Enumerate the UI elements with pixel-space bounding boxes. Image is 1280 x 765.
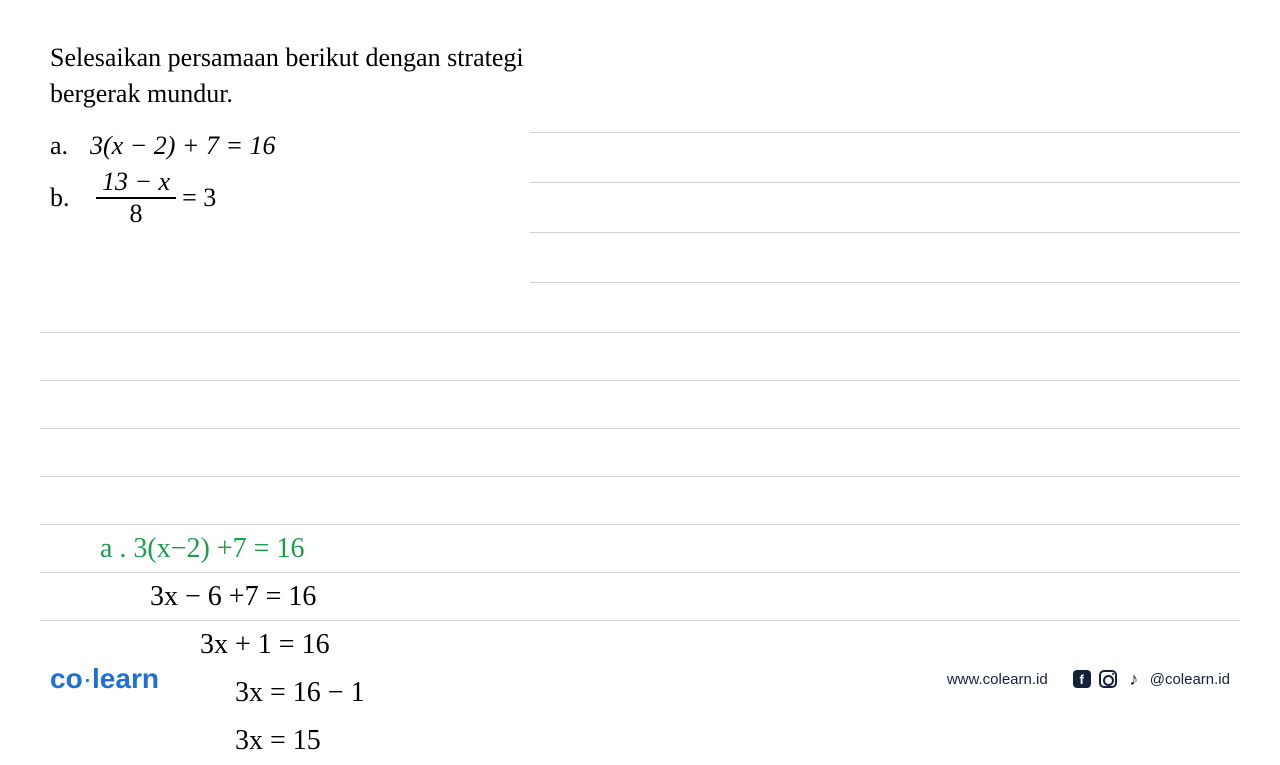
ruled-line bbox=[530, 282, 1240, 283]
work-line: a . 3(x−2) +7 = 16 bbox=[50, 525, 304, 573]
website-url: www.colearn.id bbox=[947, 671, 1048, 688]
logo-co: co bbox=[50, 663, 83, 694]
problem-label: a. bbox=[50, 131, 90, 161]
brand-logo: co·learn bbox=[50, 663, 159, 695]
fraction-rhs: = 3 bbox=[182, 183, 216, 213]
social-icons: f ♪ @colearn.id bbox=[1072, 669, 1230, 689]
work-line: 3x = 15 bbox=[185, 717, 321, 765]
fraction-numerator: 13 − x bbox=[96, 167, 176, 199]
fraction: 13 − x 8 bbox=[96, 167, 176, 229]
fraction-denominator: 8 bbox=[124, 199, 149, 229]
facebook-icon: f bbox=[1072, 669, 1092, 689]
problem-label: b. bbox=[50, 183, 90, 213]
ruled-line bbox=[40, 476, 1240, 477]
footer-right: www.colearn.id f ♪ @colearn.id bbox=[947, 669, 1230, 689]
problem-item-a: a. 3(x − 2) + 7 = 16 bbox=[50, 131, 1230, 161]
work-line: 3x + 1 = 16 bbox=[150, 621, 330, 669]
social-handle: @colearn.id bbox=[1150, 671, 1230, 688]
problem-list: a. 3(x − 2) + 7 = 16 b. 13 − x 8 = 3 bbox=[50, 131, 1230, 229]
footer: co·learn www.colearn.id f ♪ @colearn.id bbox=[0, 663, 1280, 695]
problem-equation: 3(x − 2) + 7 = 16 bbox=[90, 131, 276, 161]
question-text: Selesaikan persamaan berikut dengan stra… bbox=[50, 40, 570, 113]
ruled-line bbox=[40, 332, 1240, 333]
logo-learn: learn bbox=[92, 663, 159, 694]
tiktok-icon: ♪ bbox=[1124, 669, 1144, 689]
ruled-line bbox=[530, 232, 1240, 233]
ruled-line bbox=[40, 380, 1240, 381]
ruled-line bbox=[40, 428, 1240, 429]
content-area: Selesaikan persamaan berikut dengan stra… bbox=[0, 0, 1280, 229]
instagram-icon bbox=[1098, 669, 1118, 689]
problem-item-b: b. 13 − x 8 = 3 bbox=[50, 167, 1230, 229]
work-line: 3x − 6 +7 = 16 bbox=[100, 573, 316, 621]
logo-dot: · bbox=[83, 663, 92, 694]
